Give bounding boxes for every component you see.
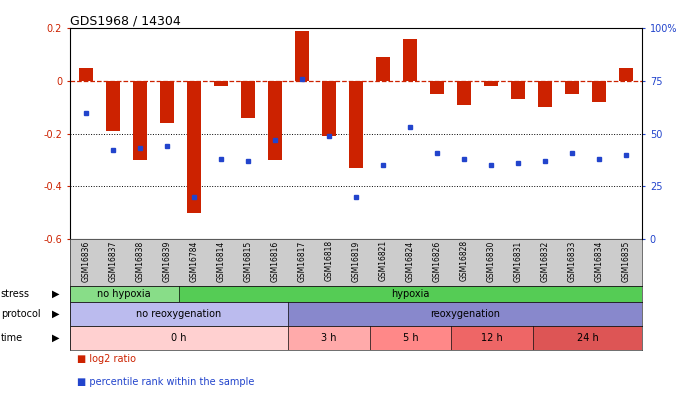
Bar bbox=[349, 81, 363, 168]
Text: protocol: protocol bbox=[1, 309, 40, 319]
Text: stress: stress bbox=[1, 289, 30, 298]
Text: no hypoxia: no hypoxia bbox=[98, 289, 151, 298]
Text: GSM16833: GSM16833 bbox=[567, 240, 577, 282]
Text: GSM16837: GSM16837 bbox=[108, 240, 117, 282]
Text: hypoxia: hypoxia bbox=[392, 289, 430, 298]
Bar bbox=[70, 286, 179, 302]
Text: GSM16831: GSM16831 bbox=[514, 240, 523, 281]
Text: GSM16835: GSM16835 bbox=[621, 240, 630, 282]
Bar bbox=[161, 81, 174, 123]
Text: time: time bbox=[1, 333, 23, 343]
Bar bbox=[430, 81, 444, 94]
Bar bbox=[70, 326, 288, 350]
Text: ■ percentile rank within the sample: ■ percentile rank within the sample bbox=[77, 377, 254, 387]
Text: 3 h: 3 h bbox=[321, 333, 336, 343]
Text: 12 h: 12 h bbox=[482, 333, 503, 343]
Text: GSM16828: GSM16828 bbox=[459, 240, 468, 281]
Bar bbox=[565, 81, 579, 94]
Text: 5 h: 5 h bbox=[403, 333, 418, 343]
Bar bbox=[376, 58, 389, 81]
Text: GSM16814: GSM16814 bbox=[216, 240, 225, 281]
Text: GSM16832: GSM16832 bbox=[540, 240, 549, 281]
Text: GSM16816: GSM16816 bbox=[271, 240, 279, 281]
Text: GSM16784: GSM16784 bbox=[189, 240, 198, 282]
Text: GSM16818: GSM16818 bbox=[325, 240, 334, 281]
Text: ▶: ▶ bbox=[52, 309, 60, 319]
Text: GSM16821: GSM16821 bbox=[378, 240, 387, 281]
Bar bbox=[452, 326, 533, 350]
Text: GSM16836: GSM16836 bbox=[82, 240, 91, 282]
Bar bbox=[457, 81, 470, 104]
Bar bbox=[268, 81, 282, 160]
Text: no reoxygenation: no reoxygenation bbox=[136, 309, 221, 319]
Text: GSM16824: GSM16824 bbox=[406, 240, 415, 281]
Text: ▶: ▶ bbox=[52, 289, 60, 298]
Text: GSM16817: GSM16817 bbox=[297, 240, 306, 281]
Bar bbox=[106, 81, 120, 131]
Text: GSM16838: GSM16838 bbox=[135, 240, 144, 281]
Bar bbox=[533, 326, 642, 350]
Bar bbox=[187, 81, 201, 213]
Bar bbox=[538, 81, 551, 107]
Text: 24 h: 24 h bbox=[577, 333, 598, 343]
Text: GSM16839: GSM16839 bbox=[163, 240, 172, 282]
Text: GSM16819: GSM16819 bbox=[352, 240, 360, 281]
Bar bbox=[179, 286, 642, 302]
Bar bbox=[592, 81, 606, 102]
Bar bbox=[619, 68, 632, 81]
Bar bbox=[70, 302, 288, 326]
Bar bbox=[214, 81, 228, 86]
Bar bbox=[133, 81, 147, 160]
Bar bbox=[288, 326, 370, 350]
Text: ▶: ▶ bbox=[52, 333, 60, 343]
Bar bbox=[484, 81, 498, 86]
Text: GSM16815: GSM16815 bbox=[244, 240, 253, 281]
Text: 0 h: 0 h bbox=[171, 333, 186, 343]
Bar bbox=[288, 302, 642, 326]
Text: GSM16834: GSM16834 bbox=[595, 240, 604, 282]
Bar bbox=[322, 81, 336, 136]
Text: reoxygenation: reoxygenation bbox=[430, 309, 500, 319]
Text: GSM16826: GSM16826 bbox=[433, 240, 441, 281]
Text: GDS1968 / 14304: GDS1968 / 14304 bbox=[70, 14, 181, 27]
Bar bbox=[403, 39, 417, 81]
Bar bbox=[370, 326, 452, 350]
Bar bbox=[242, 81, 255, 118]
Text: GSM16830: GSM16830 bbox=[487, 240, 496, 282]
Text: ■ log2 ratio: ■ log2 ratio bbox=[77, 354, 136, 364]
Bar bbox=[295, 31, 309, 81]
Bar bbox=[511, 81, 525, 100]
Bar bbox=[80, 68, 93, 81]
